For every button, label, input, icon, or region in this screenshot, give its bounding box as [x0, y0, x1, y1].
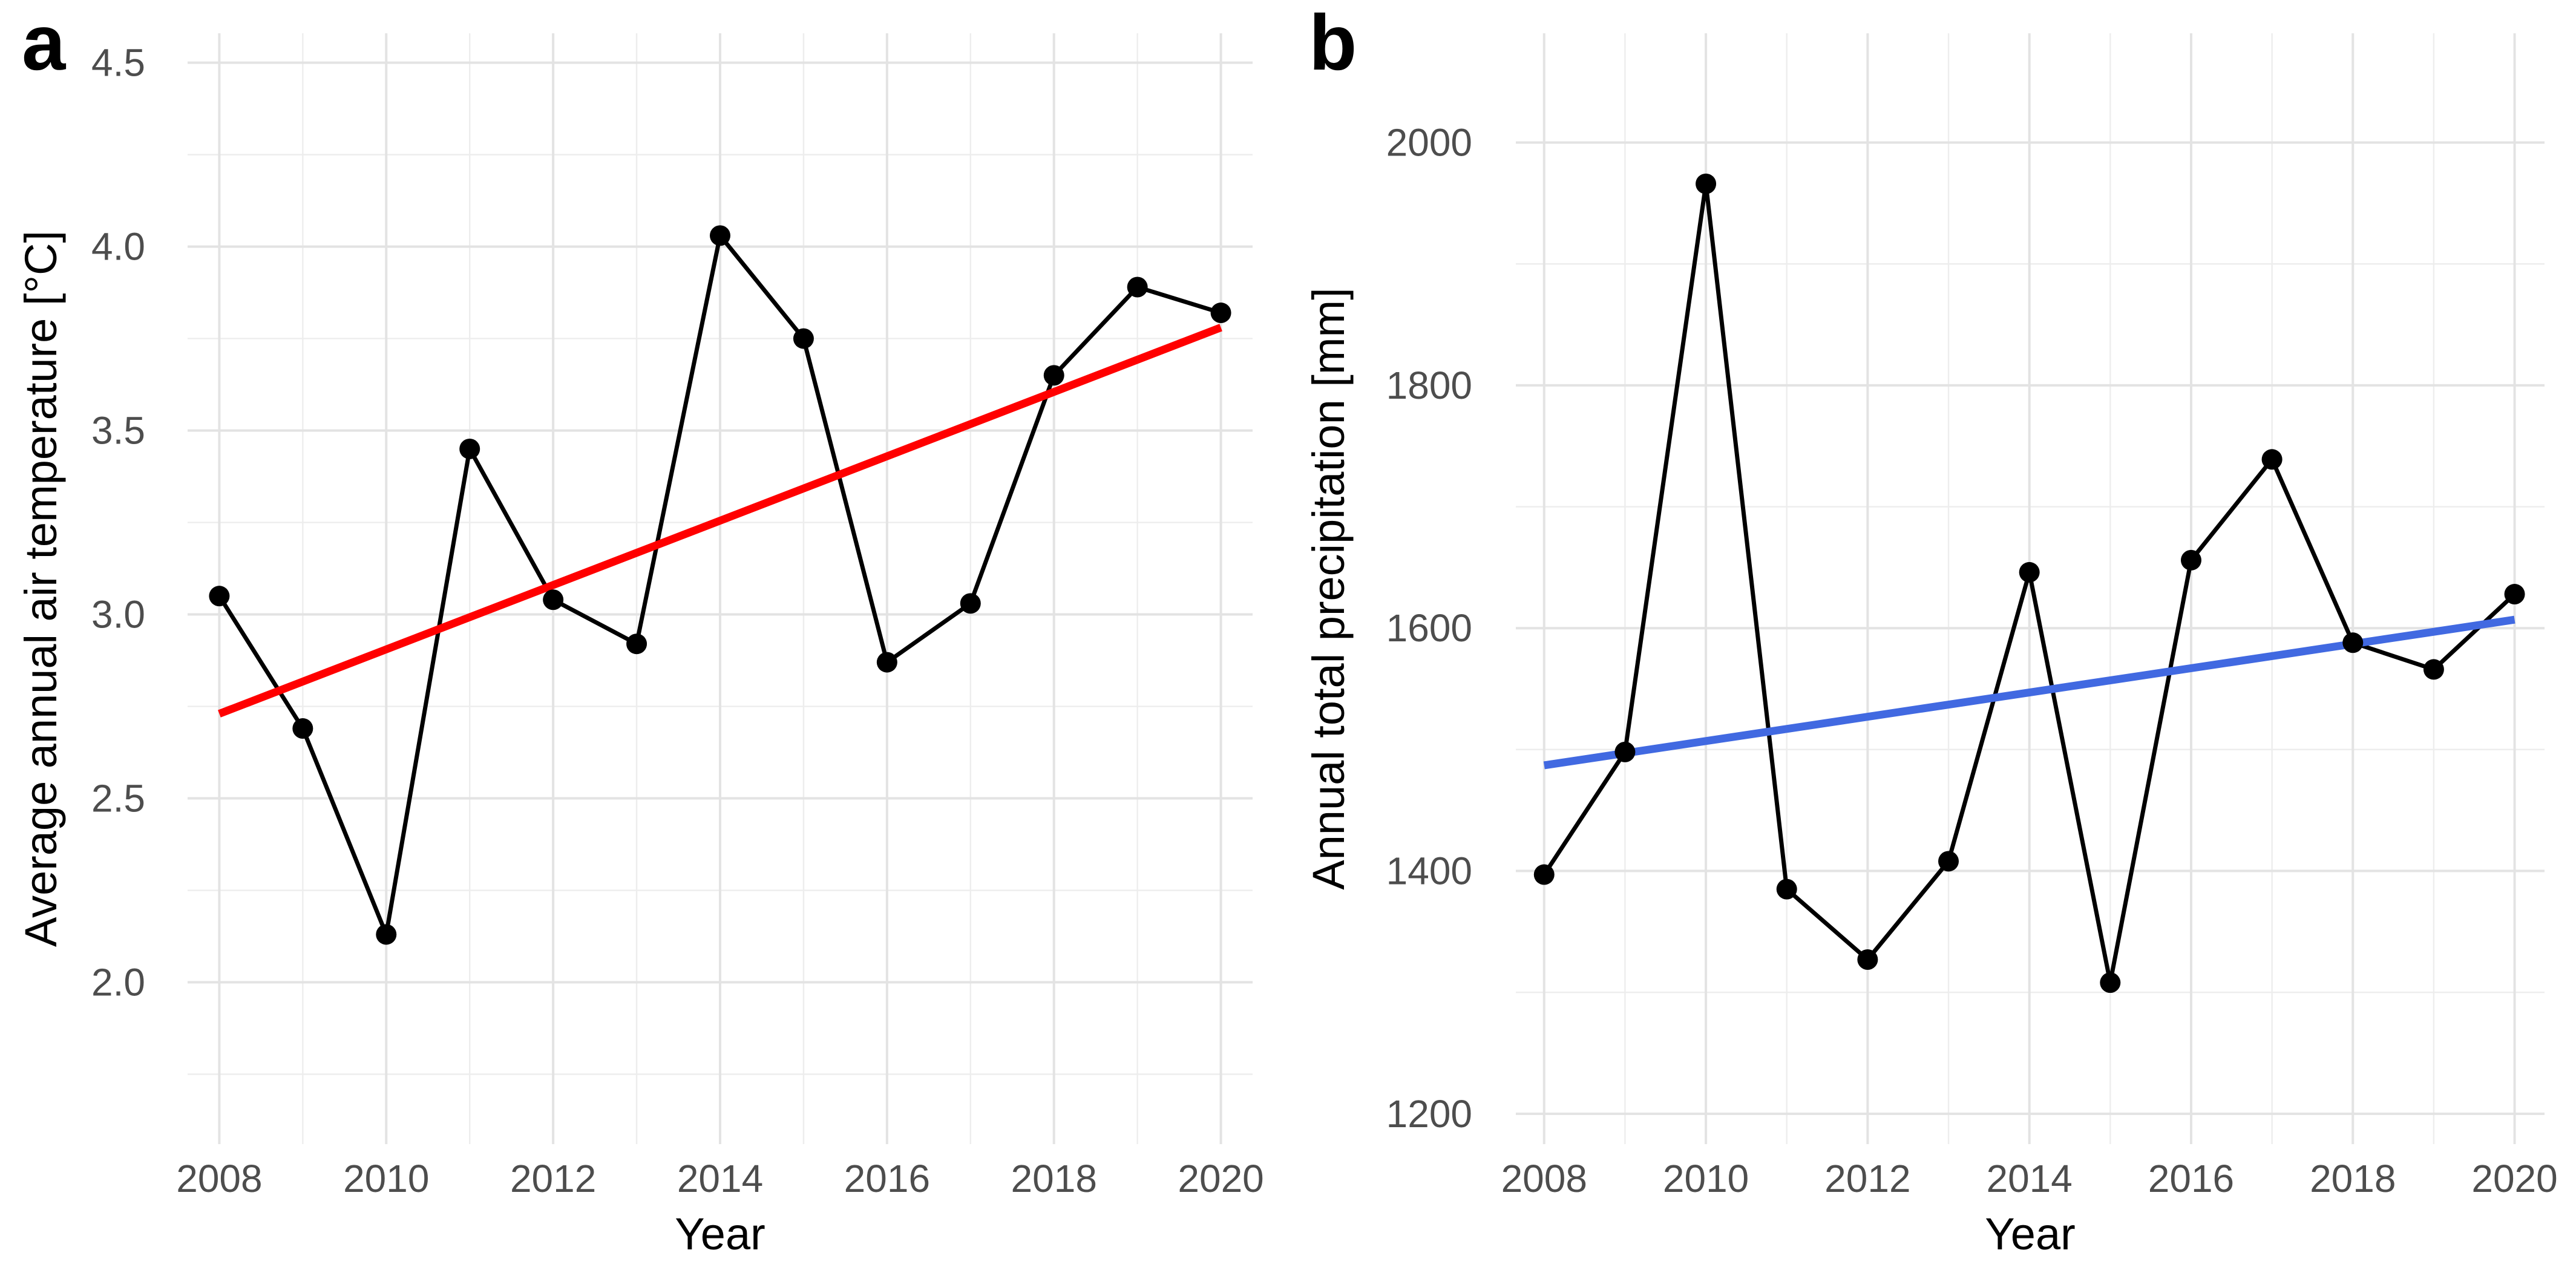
data-point	[626, 633, 647, 655]
data-point	[2019, 561, 2040, 583]
x-tick-label: 2020	[2471, 1157, 2557, 1200]
y-tick-label: 4.0	[91, 225, 145, 269]
data-point	[1696, 173, 1717, 194]
data-point	[1938, 851, 1959, 872]
panel-a-y-axis-title: Average annual air temperature [°C]	[16, 230, 66, 947]
trend-line-a	[218, 324, 1222, 718]
x-tick-label: 2010	[343, 1157, 429, 1200]
y-tick-label: 1800	[1386, 364, 1472, 407]
y-tick-label: 1200	[1386, 1092, 1472, 1136]
data-point	[459, 438, 480, 459]
data-point	[376, 924, 397, 945]
data-point	[1533, 864, 1555, 885]
data-point	[1210, 303, 1231, 324]
panel-b-y-axis-title: Annual total precipitation [mm]	[1303, 287, 1354, 890]
y-tick-label: 2.0	[91, 961, 145, 1004]
x-tick-label: 2016	[844, 1157, 930, 1200]
x-tick-label: 2008	[1501, 1157, 1587, 1200]
x-tick-label: 2012	[510, 1157, 596, 1200]
x-tick-label: 2008	[176, 1157, 262, 1200]
data-point	[2504, 584, 2525, 605]
data-point	[960, 593, 981, 614]
data-point	[2100, 972, 2121, 993]
x-tick-label: 2018	[2310, 1157, 2396, 1200]
x-tick-label: 2014	[677, 1157, 763, 1200]
y-tick-label: 2.5	[91, 777, 145, 820]
x-tick-label: 2014	[1986, 1157, 2072, 1200]
data-point	[1127, 276, 1148, 298]
panel-a-x-axis-title: Year	[675, 1209, 765, 1259]
y-tick-label: 1400	[1386, 849, 1472, 893]
y-tick-label: 2000	[1386, 121, 1472, 165]
y-tick-label: 3.5	[91, 409, 145, 453]
panel-b-tag: b	[1309, 0, 1357, 87]
panel-b-x-axis-title: Year	[1985, 1209, 2076, 1259]
x-tick-label: 2012	[1824, 1157, 1910, 1200]
data-point	[876, 652, 897, 673]
panel-b-plot: 1200 1400 1600 1800 2000 2008 2010 2012 2014 2016…	[1386, 33, 2558, 1200]
y-tick-label: 4.5	[91, 41, 145, 85]
panel-a-tag: a	[22, 0, 66, 87]
data-point	[1043, 365, 1064, 386]
x-tick-label: 2018	[1011, 1157, 1097, 1200]
data-point	[543, 589, 564, 610]
data-point	[710, 225, 730, 246]
data-point	[1776, 878, 1797, 900]
data-point	[793, 328, 814, 349]
data-point	[1614, 741, 1636, 762]
data-point	[2261, 449, 2283, 470]
data-point	[2342, 632, 2364, 653]
data-point	[292, 718, 313, 739]
data-point	[1857, 949, 1878, 970]
y-tick-label: 1600	[1386, 606, 1472, 650]
data-point	[2180, 549, 2201, 571]
data-point	[209, 586, 230, 607]
x-tick-label: 2020	[1178, 1157, 1263, 1200]
data-point	[2423, 659, 2444, 680]
panel-a-plot: 2.0 2.5 3.0 3.5 4.0 4.5 2008 2010 2012 2014 2016 20…	[91, 33, 1264, 1200]
x-tick-label: 2016	[2148, 1157, 2234, 1200]
x-tick-label: 2010	[1663, 1157, 1749, 1200]
y-tick-label: 3.0	[91, 593, 145, 636]
